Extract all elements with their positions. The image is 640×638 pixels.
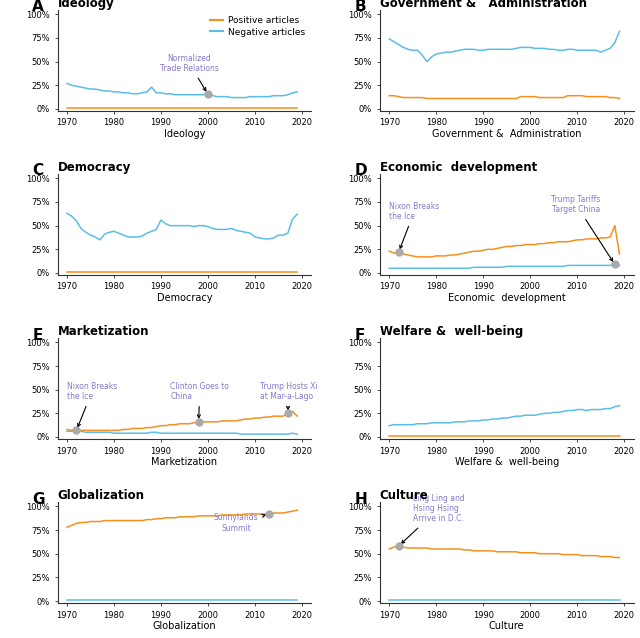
Legend: Positive articles, Negative articles: Positive articles, Negative articles [208,14,307,38]
Text: H: H [355,491,367,507]
Text: Trump Tariffs
Target China: Trump Tariffs Target China [551,195,612,261]
Text: Ling Ling and
Hsing Hsing
Arrive in D.C.: Ling Ling and Hsing Hsing Arrive in D.C. [401,494,465,544]
Text: Government &   Administration: Government & Administration [380,0,587,10]
Text: Globalization: Globalization [58,489,145,501]
Text: Clinton Goes to
China: Clinton Goes to China [170,382,229,418]
Text: Sunnylands
Summit: Sunnylands Summit [214,514,265,533]
Text: Normalized
Trade Relations: Normalized Trade Relations [160,54,219,91]
Text: Nixon Breaks
the Ice: Nixon Breaks the Ice [67,382,117,427]
Text: Trump Hosts Xi
at Mar-a-Lago: Trump Hosts Xi at Mar-a-Lago [260,382,317,410]
X-axis label: Government &  Administration: Government & Administration [432,129,582,139]
Text: Democracy: Democracy [58,161,131,174]
Text: Welfare &  well-being: Welfare & well-being [380,325,523,338]
Text: A: A [32,0,44,15]
X-axis label: Democracy: Democracy [157,293,212,303]
X-axis label: Economic  development: Economic development [448,293,566,303]
Text: C: C [32,163,44,179]
Text: Nixon Breaks
the Ice: Nixon Breaks the Ice [389,202,440,248]
X-axis label: Marketization: Marketization [152,457,218,467]
Text: Culture: Culture [380,489,429,501]
Text: G: G [32,491,45,507]
X-axis label: Ideology: Ideology [164,129,205,139]
X-axis label: Welfare &  well-being: Welfare & well-being [454,457,559,467]
Text: B: B [355,0,366,15]
X-axis label: Culture: Culture [489,621,525,631]
Text: Economic  development: Economic development [380,161,537,174]
Text: Ideology: Ideology [58,0,115,10]
Text: E: E [32,327,43,343]
Text: D: D [355,163,367,179]
Text: F: F [355,327,365,343]
Text: Marketization: Marketization [58,325,149,338]
X-axis label: Globalization: Globalization [153,621,216,631]
